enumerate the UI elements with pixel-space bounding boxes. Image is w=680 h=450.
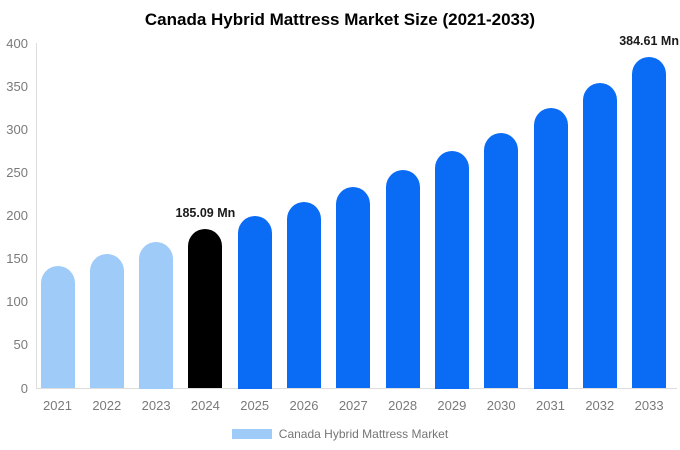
bar-2024[interactable] [188,228,223,389]
x-axis-line [36,388,677,389]
x-tick-label-2033: 2033 [634,398,664,413]
y-tick-label-0: 0 [20,380,28,396]
bar-2027[interactable] [336,186,371,389]
x-tick-label-2030: 2030 [486,398,516,413]
x-tick-label-2024: 2024 [190,398,220,413]
legend[interactable]: Canada Hybrid Mattress Market [0,427,680,441]
legend-label: Canada Hybrid Mattress Market [278,427,449,441]
x-tick-label-2027: 2027 [338,398,368,413]
x-tick-label-2023: 2023 [141,398,171,413]
x-tick-label-2031: 2031 [536,398,565,413]
x-tick-label-2025: 2025 [240,398,270,413]
x-tick-label-2029: 2029 [437,398,467,413]
x-tick-label-2032: 2032 [585,398,615,413]
bar-2023[interactable] [139,241,174,389]
bar-2030[interactable] [484,133,519,389]
bar-2033[interactable] [632,56,667,389]
chart-title: Canada Hybrid Mattress Market Size (2021… [144,10,536,29]
y-tick-label-150: 150 [6,251,28,267]
y-tick-label-300: 300 [6,121,28,137]
bar-2025[interactable] [237,216,272,389]
bar-2028[interactable] [385,170,420,389]
data-label-2033: 384.61 Mn [619,33,679,48]
data-label-2024: 185.09 Mn [175,205,236,220]
bar-2032[interactable] [582,83,617,389]
y-tick-label-350: 350 [6,78,28,94]
x-tick-label-2028: 2028 [388,398,418,413]
bar-2029[interactable] [434,151,469,389]
y-tick-label-100: 100 [6,294,28,310]
x-tick-label-2021: 2021 [43,398,72,413]
legend-swatch[interactable] [231,429,272,439]
y-tick-label-250: 250 [6,164,28,180]
bar-2026[interactable] [287,202,321,389]
x-tick-label-2026: 2026 [289,398,319,413]
y-axis-line [36,43,37,389]
bar-2021[interactable] [40,266,75,389]
y-tick-label-50: 50 [13,337,28,353]
y-tick-label-400: 400 [6,35,28,51]
bar-2031[interactable] [533,108,568,389]
bar-2022[interactable] [89,253,124,389]
y-tick-label-200: 200 [6,208,28,223]
x-tick-label-2022: 2022 [92,398,122,413]
